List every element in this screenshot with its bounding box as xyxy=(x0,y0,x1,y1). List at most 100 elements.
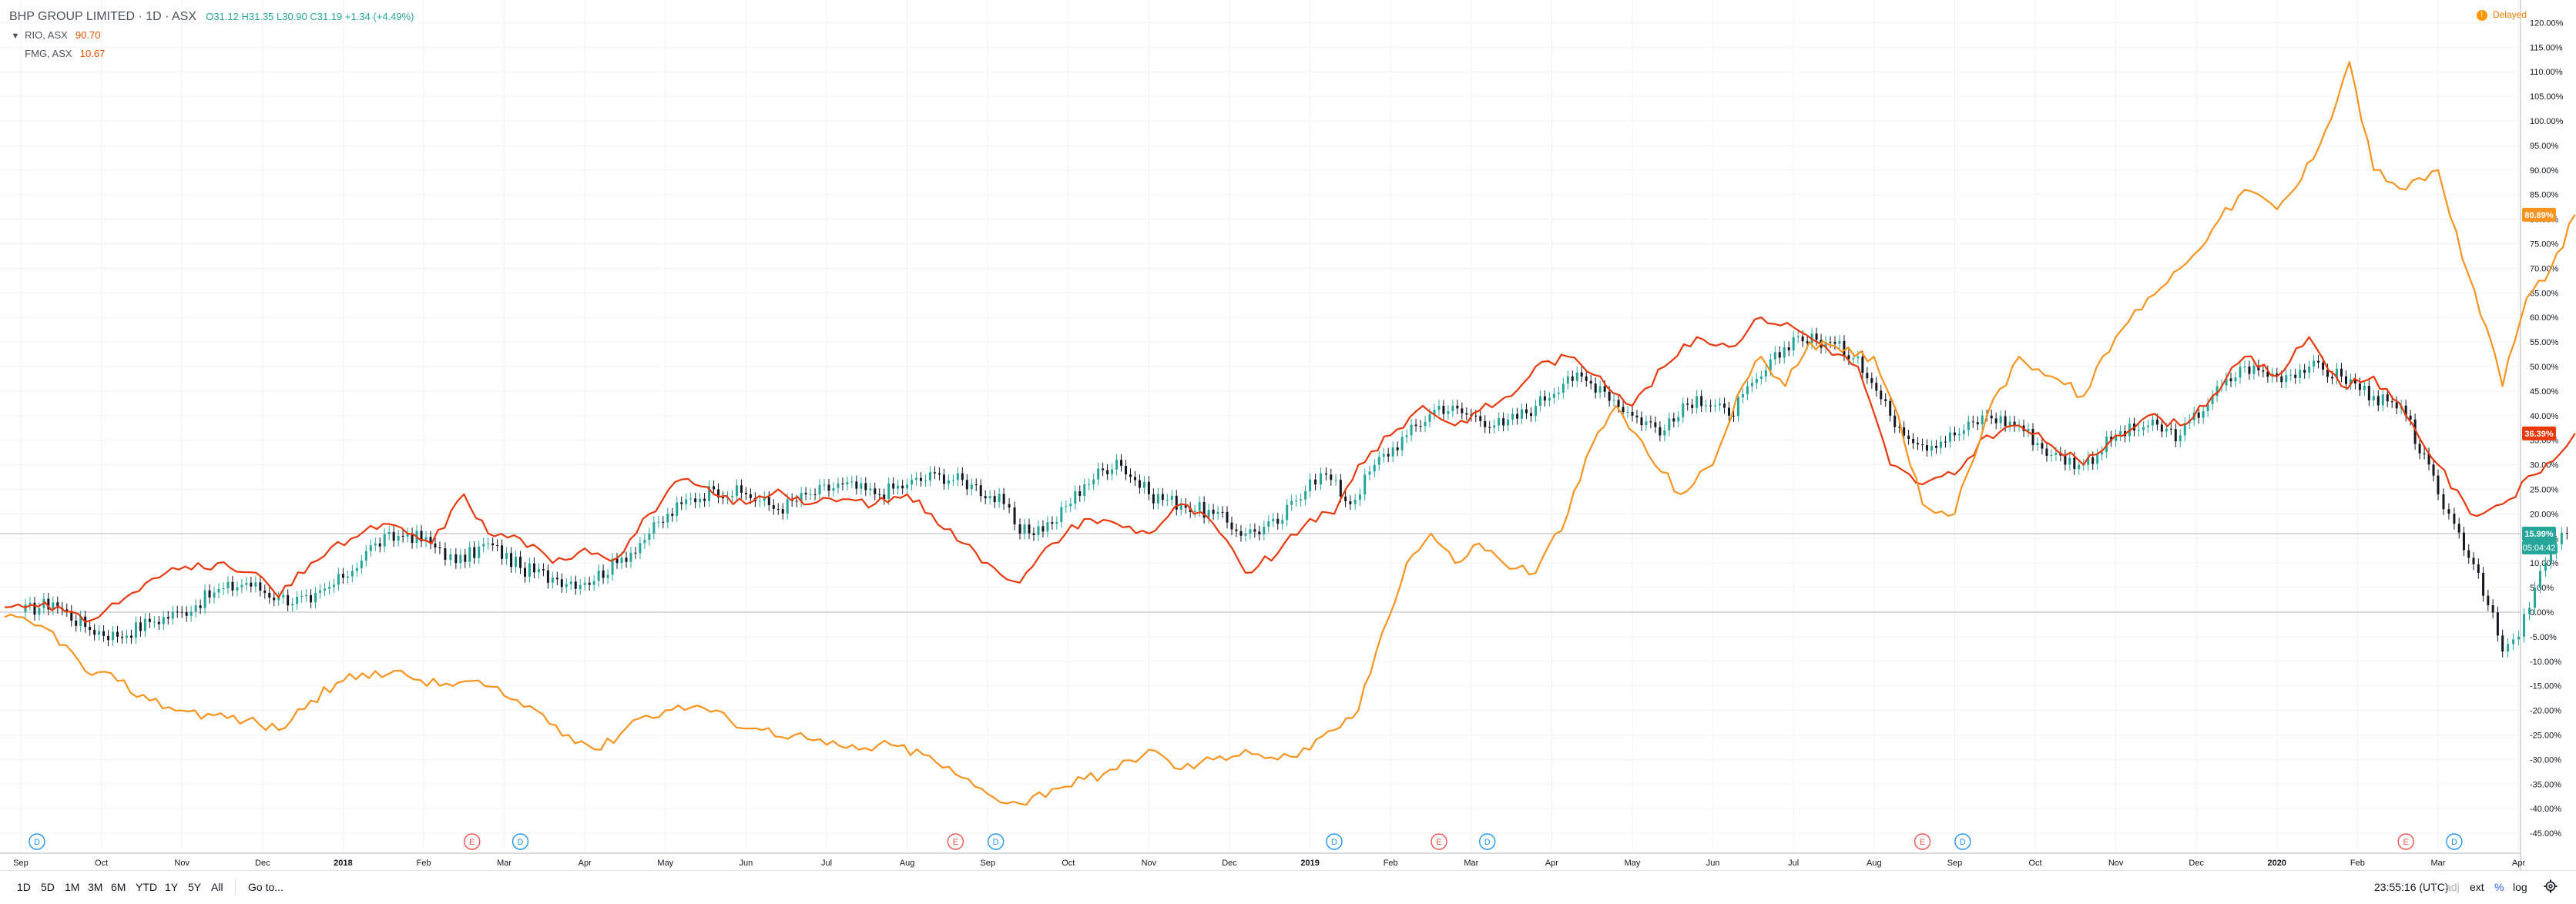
x-tick-label: Nov xyxy=(174,859,190,868)
candle-body xyxy=(392,531,395,541)
candle-body xyxy=(2409,415,2412,420)
delayed-badge[interactable]: ! Delayed xyxy=(2476,9,2527,21)
range-5d[interactable]: 5D xyxy=(41,881,55,893)
candle-body xyxy=(606,574,609,578)
candle-body xyxy=(1511,413,1514,420)
x-tick-label: Mar xyxy=(497,859,512,868)
candle-body xyxy=(1037,526,1040,535)
candle-body xyxy=(2151,419,2154,426)
candle-body xyxy=(1755,378,1758,383)
adj-toggle[interactable]: adj xyxy=(2445,881,2460,893)
x-tick-label: Feb xyxy=(2350,859,2365,868)
candle-body xyxy=(970,484,973,490)
candle-body xyxy=(813,494,817,495)
candle-body xyxy=(786,499,789,514)
candle-body xyxy=(429,537,432,544)
candle-body xyxy=(1801,336,1804,342)
candle-body xyxy=(185,612,188,616)
y-tick-label: 45.00% xyxy=(2530,387,2559,397)
candle-body xyxy=(2229,378,2232,382)
dividend-marker: D xyxy=(2446,833,2463,850)
candle-body xyxy=(2317,360,2320,363)
candle-body xyxy=(2386,394,2389,402)
gear-icon[interactable] xyxy=(2544,879,2558,893)
range-1d[interactable]: 1D xyxy=(17,881,31,893)
candle-body xyxy=(2501,635,2504,652)
candle-body xyxy=(2331,377,2334,379)
candle-body xyxy=(565,584,568,588)
candle-body xyxy=(2487,595,2490,605)
y-tick-label: 120.00% xyxy=(2530,18,2564,28)
candle-body xyxy=(1170,495,1173,501)
candle-body xyxy=(988,496,991,499)
y-tick-label: 115.00% xyxy=(2530,43,2563,52)
candle-body xyxy=(1598,386,1602,393)
range-6m[interactable]: 6M xyxy=(111,881,126,893)
candle-body xyxy=(676,502,679,516)
candle-body xyxy=(1041,526,1045,532)
candle-body xyxy=(1884,399,1887,401)
candle-body xyxy=(1309,479,1312,491)
candle-body xyxy=(240,584,243,588)
series-bhp-candles xyxy=(24,327,2568,658)
candle-body xyxy=(2413,419,2417,444)
candle-body xyxy=(2432,464,2435,476)
candle-body xyxy=(1339,480,1342,497)
candle-body xyxy=(937,473,941,475)
candle-body xyxy=(2512,639,2515,645)
candle-body xyxy=(1603,386,1606,392)
y-tick-label: 75.00% xyxy=(2530,240,2559,249)
range-1y[interactable]: 1Y xyxy=(165,881,179,893)
candle-body xyxy=(2482,572,2485,596)
candle-body xyxy=(459,554,462,564)
chevron-down-icon[interactable]: ▼ xyxy=(11,32,20,41)
candle-body xyxy=(1714,405,1717,407)
y-tick-label: -20.00% xyxy=(2530,707,2561,716)
range-all[interactable]: All xyxy=(211,881,223,893)
candle-body xyxy=(781,509,784,514)
x-tick-label: Oct xyxy=(95,859,108,868)
percent-scale-toggle[interactable]: % xyxy=(2494,881,2504,893)
candle-body xyxy=(979,485,982,497)
candle-body xyxy=(874,488,877,494)
candle-body xyxy=(1677,417,1680,422)
y-tick-label: 50.00% xyxy=(2530,363,2559,372)
y-tick-label: -35.00% xyxy=(2530,780,2561,789)
utc-clock[interactable]: 23:55:16 (UTC) xyxy=(2374,881,2449,893)
candle-body xyxy=(1414,424,1417,427)
candle-body xyxy=(2068,457,2071,465)
candle-body xyxy=(984,496,987,499)
candle-body xyxy=(250,582,253,587)
candle-body xyxy=(89,627,92,631)
log-scale-toggle[interactable]: log xyxy=(2513,881,2527,893)
goto-date-button[interactable]: Go to... xyxy=(248,881,283,893)
candle-body xyxy=(1226,511,1229,523)
candle-body xyxy=(528,563,531,577)
candle-body xyxy=(1833,342,1836,344)
candle-body xyxy=(434,543,437,547)
candle-body xyxy=(2096,454,2099,464)
candle-body xyxy=(2372,396,2375,400)
candle-body xyxy=(24,604,27,612)
candle-body xyxy=(625,557,628,562)
price-chart[interactable]: 120.00% 115.00% 110.00% 105.00% 100.00% 95.00… xyxy=(0,0,2576,870)
candle-body xyxy=(245,582,248,585)
main-symbol-title[interactable]: BHP GROUP LIMITED · 1D · ASX xyxy=(9,10,197,23)
range-3m[interactable]: 3M xyxy=(88,881,103,893)
range-5y[interactable]: 5Y xyxy=(188,881,202,893)
candle-body xyxy=(1235,529,1238,531)
candle-body xyxy=(2280,376,2283,383)
ext-toggle[interactable]: ext xyxy=(2470,881,2484,893)
range-1m[interactable]: 1M xyxy=(65,881,80,893)
x-axis-labels: Sep Oct Nov Dec 2018 Feb Mar Apr May Jun Jul Aug Sep… xyxy=(13,859,2525,868)
candle-body xyxy=(1032,533,1035,535)
candle-body xyxy=(662,521,665,523)
x-tick-label: Feb xyxy=(1384,859,1398,868)
y-tick-label: 30.00% xyxy=(2530,461,2559,470)
candle-body xyxy=(180,611,183,613)
range-ytd[interactable]: YTD xyxy=(136,881,157,893)
candle-body xyxy=(551,578,554,583)
x-tick-label: Sep xyxy=(1947,859,1963,868)
legend-series-fmg[interactable]: FMG, ASX 10.67 xyxy=(9,45,414,63)
legend-series-rio[interactable]: ▼ RIO, ASX 90.70 xyxy=(9,26,414,45)
